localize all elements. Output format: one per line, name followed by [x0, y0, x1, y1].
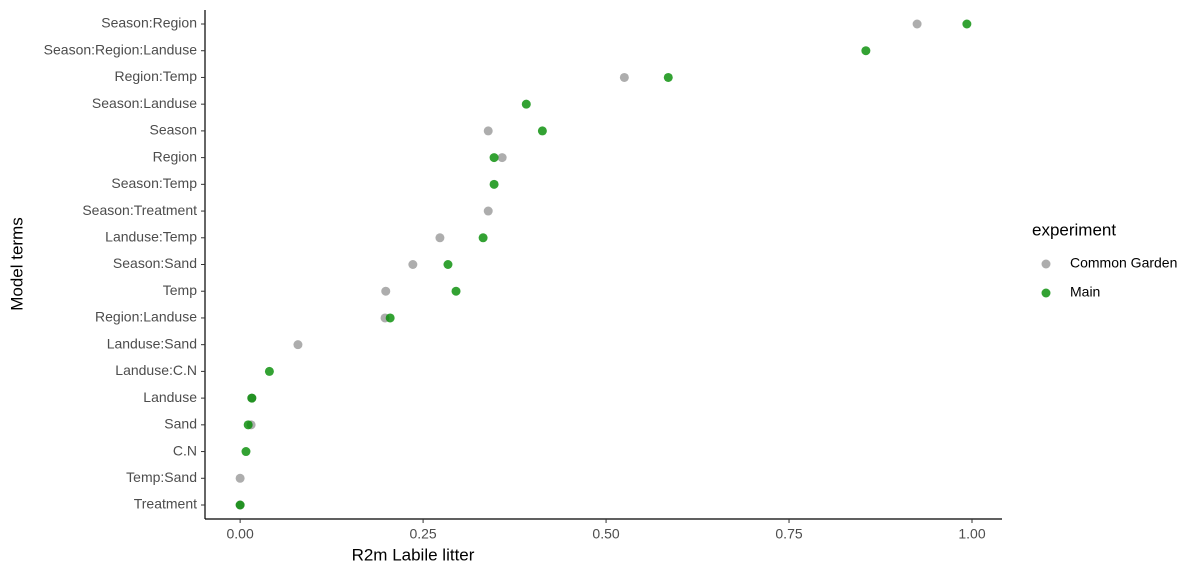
dot [381, 286, 391, 296]
dot [483, 206, 493, 216]
legend-marker [1041, 259, 1051, 269]
y-tick-label: Sand [164, 416, 197, 432]
dot [247, 393, 257, 403]
y-tick-label: Temp [163, 282, 197, 298]
dot [861, 46, 871, 56]
x-tick-label: 0.50 [592, 526, 619, 542]
legend-marker [1041, 288, 1051, 298]
dot [385, 313, 395, 323]
dot [264, 366, 274, 376]
dot [235, 473, 245, 483]
dot [537, 126, 547, 136]
legend-title: experiment [1032, 220, 1116, 239]
y-tick-label: Treatment [134, 496, 197, 512]
x-tick-label: 0.75 [775, 526, 802, 542]
dot [235, 500, 245, 510]
dot [489, 153, 499, 163]
dot [483, 126, 493, 136]
dot [489, 179, 499, 189]
y-tick-label: Landuse:Temp [105, 228, 197, 244]
legend-label: Main [1070, 284, 1100, 300]
y-tick-label: Region [153, 148, 197, 164]
x-axis-label: R2m Labile litter [352, 545, 475, 564]
y-tick-label: Temp:Sand [126, 469, 197, 485]
y-tick-label: Landuse [143, 389, 197, 405]
dot [443, 260, 453, 269]
x-tick-label: 0.25 [409, 526, 436, 542]
y-tick-label: Region:Landuse [95, 309, 197, 325]
y-tick-label: Season:Region [101, 15, 197, 31]
dot [497, 153, 507, 163]
x-tick-label: 1.00 [958, 526, 985, 542]
dot [293, 340, 303, 350]
y-tick-label: Season:Temp [111, 175, 197, 191]
y-tick-label: Landuse:Sand [107, 335, 197, 351]
dot [912, 19, 922, 29]
y-tick-label: C.N [173, 442, 197, 458]
dot [521, 99, 531, 109]
dot [241, 447, 251, 457]
y-tick-label: Season:Treatment [82, 202, 197, 218]
dot [962, 19, 972, 29]
dot [408, 260, 418, 269]
y-tick-label: Season:Region:Landuse [44, 41, 198, 57]
y-tick-label: Season:Landuse [92, 95, 197, 111]
y-axis-label: Model terms [7, 217, 26, 311]
x-tick-label: 0.00 [227, 526, 254, 542]
dot [451, 286, 461, 296]
y-tick-label: Region:Temp [115, 68, 198, 84]
y-tick-label: Season:Sand [113, 255, 197, 271]
y-tick-label: Season [150, 122, 197, 138]
legend-label: Common Garden [1070, 255, 1177, 271]
dot [435, 233, 445, 243]
dot [663, 72, 673, 82]
dot [243, 420, 253, 430]
dot [619, 72, 629, 82]
y-tick-label: Landuse:C.N [115, 362, 197, 378]
dot [478, 233, 488, 243]
